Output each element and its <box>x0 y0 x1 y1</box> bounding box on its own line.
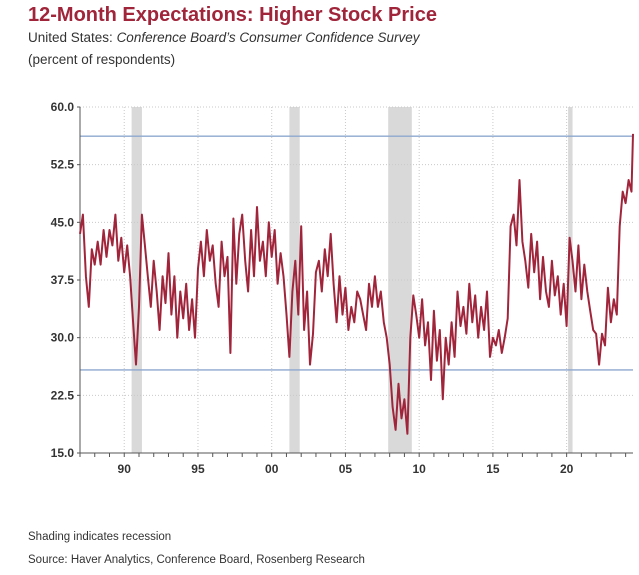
recession-note: Shading indicates recession <box>28 531 172 543</box>
x-tick-label-5: 15 <box>486 462 500 476</box>
x-tick-label-4: 10 <box>412 462 426 476</box>
x-tick-label-0: 90 <box>118 462 132 476</box>
recession-band-0 <box>131 107 142 453</box>
chart-title: 12-Month Expectations: Higher Stock Pric… <box>28 4 437 26</box>
x-tick-label-1: 95 <box>191 462 205 476</box>
recession-shading-layer <box>131 107 573 453</box>
chart-subtitle: United States: Conference Board’s Consum… <box>28 30 419 45</box>
series-line-0 <box>79 133 634 435</box>
source-note: Source: Haver Analytics, Conference Boar… <box>28 554 365 566</box>
recession-band-1 <box>289 107 300 453</box>
x-tick-label-3: 05 <box>339 462 353 476</box>
x-tick-label-2: 00 <box>265 462 279 476</box>
y-tick-label-0: 60.0 <box>51 100 75 114</box>
y-tick-label-2: 45.0 <box>51 215 75 229</box>
y-tick-label-1: 52.5 <box>51 158 75 172</box>
y-tick-label-4: 30.0 <box>51 331 75 345</box>
series-layer <box>79 133 634 435</box>
axes-layer: 60.0 52.5 45.0 37.5 30.0 22.5 15.0 90 95 00 05 10 15… <box>51 100 633 476</box>
subtitle-survey-name: Conference Board’s Consumer Confidence S… <box>116 30 420 45</box>
line-chart: 60.0 52.5 45.0 37.5 30.0 22.5 15.0 90 95 00 05 10 15… <box>51 100 634 476</box>
recession-band-2 <box>388 107 412 453</box>
reference-lines-layer <box>80 135 633 371</box>
subtitle-prefix: United States: <box>28 30 117 45</box>
chart-units: (percent of respondents) <box>28 52 176 67</box>
grid-layer <box>80 106 633 453</box>
recession-band-3 <box>568 107 573 453</box>
x-tick-label-6: 20 <box>560 462 574 476</box>
y-tick-label-5: 22.5 <box>51 388 75 402</box>
y-tick-label-6: 15.0 <box>51 446 75 460</box>
y-tick-label-3: 37.5 <box>51 273 75 287</box>
